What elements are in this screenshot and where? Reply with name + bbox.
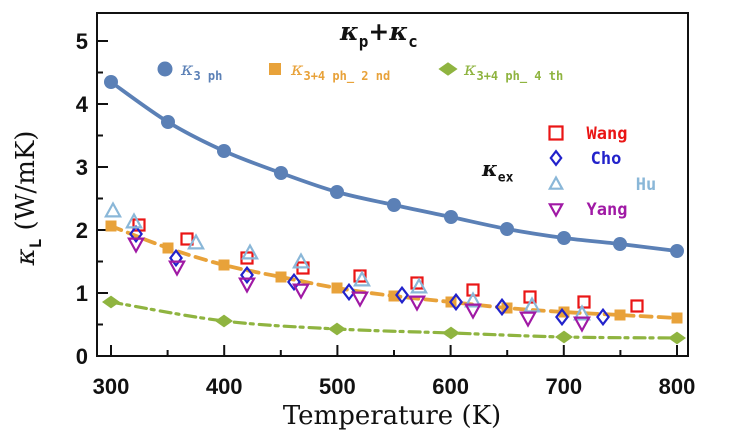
legend-label-kappa_3ph: κ3 ph	[180, 58, 222, 83]
series-marker-kappa_3+4ph_2nd	[388, 290, 400, 302]
y-tick-label: 1	[76, 281, 88, 306]
x-tick-label: 500	[319, 374, 356, 399]
series-marker-kappa_3+4ph_2nd	[105, 220, 117, 232]
exp-marker-hu	[187, 233, 205, 250]
exp-marker-hu	[573, 304, 591, 321]
exp-marker-yang	[127, 237, 145, 254]
exp-legend-label-cho: Cho	[591, 149, 622, 169]
series-marker-kappa_3+4ph_2nd	[275, 271, 287, 283]
x-axis-label: Temperature (K)	[283, 401, 501, 431]
exp-marker-hu	[125, 212, 143, 229]
x-tick-label: 400	[206, 374, 243, 399]
exp-marker-hu	[241, 243, 259, 260]
series-marker-kappa_3+4ph_2nd	[614, 309, 626, 321]
legend-marker-kappa_3+4ph_2nd	[269, 63, 281, 75]
exp-marker-cho	[395, 285, 409, 305]
series-marker-kappa_3ph	[613, 237, 627, 251]
exp-marker-yang	[238, 277, 256, 294]
exp-legend-label-wang: Wang	[587, 124, 628, 144]
series-marker-kappa_3ph	[670, 244, 684, 258]
exp-marker-hu	[410, 277, 428, 294]
series-marker-kappa_3+4ph_2nd	[331, 282, 343, 294]
exp-legend-marker-hu	[547, 175, 565, 190]
series-marker-kappa_3ph	[500, 222, 514, 236]
series-marker-kappa_3ph	[274, 166, 288, 180]
x-tick-label: 300	[93, 374, 130, 399]
series-marker-kappa_3ph	[217, 144, 231, 158]
exp-marker-wang	[577, 295, 591, 309]
legend-marker-kappa_3+4ph_4th	[438, 62, 458, 76]
series-marker-kappa_3+4ph_4th	[102, 295, 120, 309]
exp-marker-cho	[240, 265, 254, 285]
exp-marker-yang	[351, 291, 369, 308]
series-marker-kappa_3ph	[557, 231, 571, 245]
exp-marker-cho	[449, 292, 463, 312]
exp-marker-hu	[523, 296, 541, 313]
series-marker-kappa_3ph	[444, 210, 458, 224]
legend-label-kappa_3+4ph_2nd: κ3+4 ph_ 2 nd	[290, 58, 390, 84]
exp-marker-hu	[464, 291, 482, 308]
exp-marker-yang	[408, 295, 426, 312]
y-tick-label: 5	[76, 29, 88, 54]
exp-marker-wang	[353, 269, 367, 283]
exp-marker-yang	[573, 316, 591, 333]
series-marker-kappa_3ph	[330, 185, 344, 199]
series-marker-kappa_3ph	[104, 75, 118, 89]
series-marker-kappa_3+4ph_4th	[328, 322, 346, 336]
x-tick-label: 600	[432, 374, 469, 399]
x-tick-label: 800	[659, 374, 696, 399]
exp-marker-yang	[519, 311, 537, 328]
exp-marker-yang	[464, 303, 482, 320]
exp-marker-cho	[129, 224, 143, 244]
y-tick-label: 2	[76, 218, 88, 243]
plot-border	[96, 12, 689, 357]
legend-label-kappa_3+4ph_4th: κ3+4 ph_ 4 th	[463, 58, 563, 84]
exp-marker-cho	[596, 307, 610, 327]
y-tick-label: 3	[76, 155, 88, 180]
series-marker-kappa_3ph	[387, 198, 401, 212]
exp-marker-wang	[630, 299, 644, 313]
series-marker-kappa_3+4ph_2nd	[671, 312, 683, 324]
exp-marker-yang	[292, 283, 310, 300]
exp-marker-wang	[410, 276, 424, 290]
series-line-kappa_3+4ph_4th	[109, 300, 679, 340]
exp-legend-marker-yang	[547, 203, 565, 218]
exp-legend-label-hu: Hu	[636, 175, 656, 195]
exp-marker-wang	[180, 232, 194, 246]
series-marker-kappa_3+4ph_4th	[555, 330, 573, 344]
y-axis-label: κL (W/mK)	[11, 131, 45, 267]
kappa-ex-label: κex	[481, 156, 514, 186]
exp-marker-hu	[104, 201, 122, 218]
exp-marker-cho	[169, 248, 183, 268]
exp-marker-cho	[287, 272, 301, 292]
series-marker-kappa_3+4ph_4th	[215, 314, 233, 328]
exp-marker-cho	[495, 297, 509, 317]
y-tick-label: 4	[76, 92, 89, 117]
series-marker-kappa_3+4ph_4th	[442, 326, 460, 340]
exp-marker-cho	[555, 307, 569, 327]
legend-marker-kappa_3ph	[157, 61, 173, 77]
exp-legend-marker-wang	[548, 125, 564, 141]
exp-legend-marker-cho	[549, 149, 563, 167]
exp-marker-hu	[353, 270, 371, 287]
y-tick-label: 0	[76, 344, 88, 369]
chart-title: κp+κc	[339, 17, 418, 51]
series-marker-kappa_3ph	[161, 115, 175, 129]
series-marker-kappa_3+4ph_4th	[668, 331, 686, 345]
exp-marker-yang	[168, 260, 186, 277]
series-marker-kappa_3+4ph_2nd	[218, 259, 230, 271]
exp-legend-label-yang: Yang	[587, 200, 628, 220]
x-tick-label: 700	[545, 374, 582, 399]
exp-marker-hu	[292, 252, 310, 269]
series-marker-kappa_3+4ph_2nd	[162, 242, 174, 254]
exp-marker-cho	[342, 282, 356, 302]
